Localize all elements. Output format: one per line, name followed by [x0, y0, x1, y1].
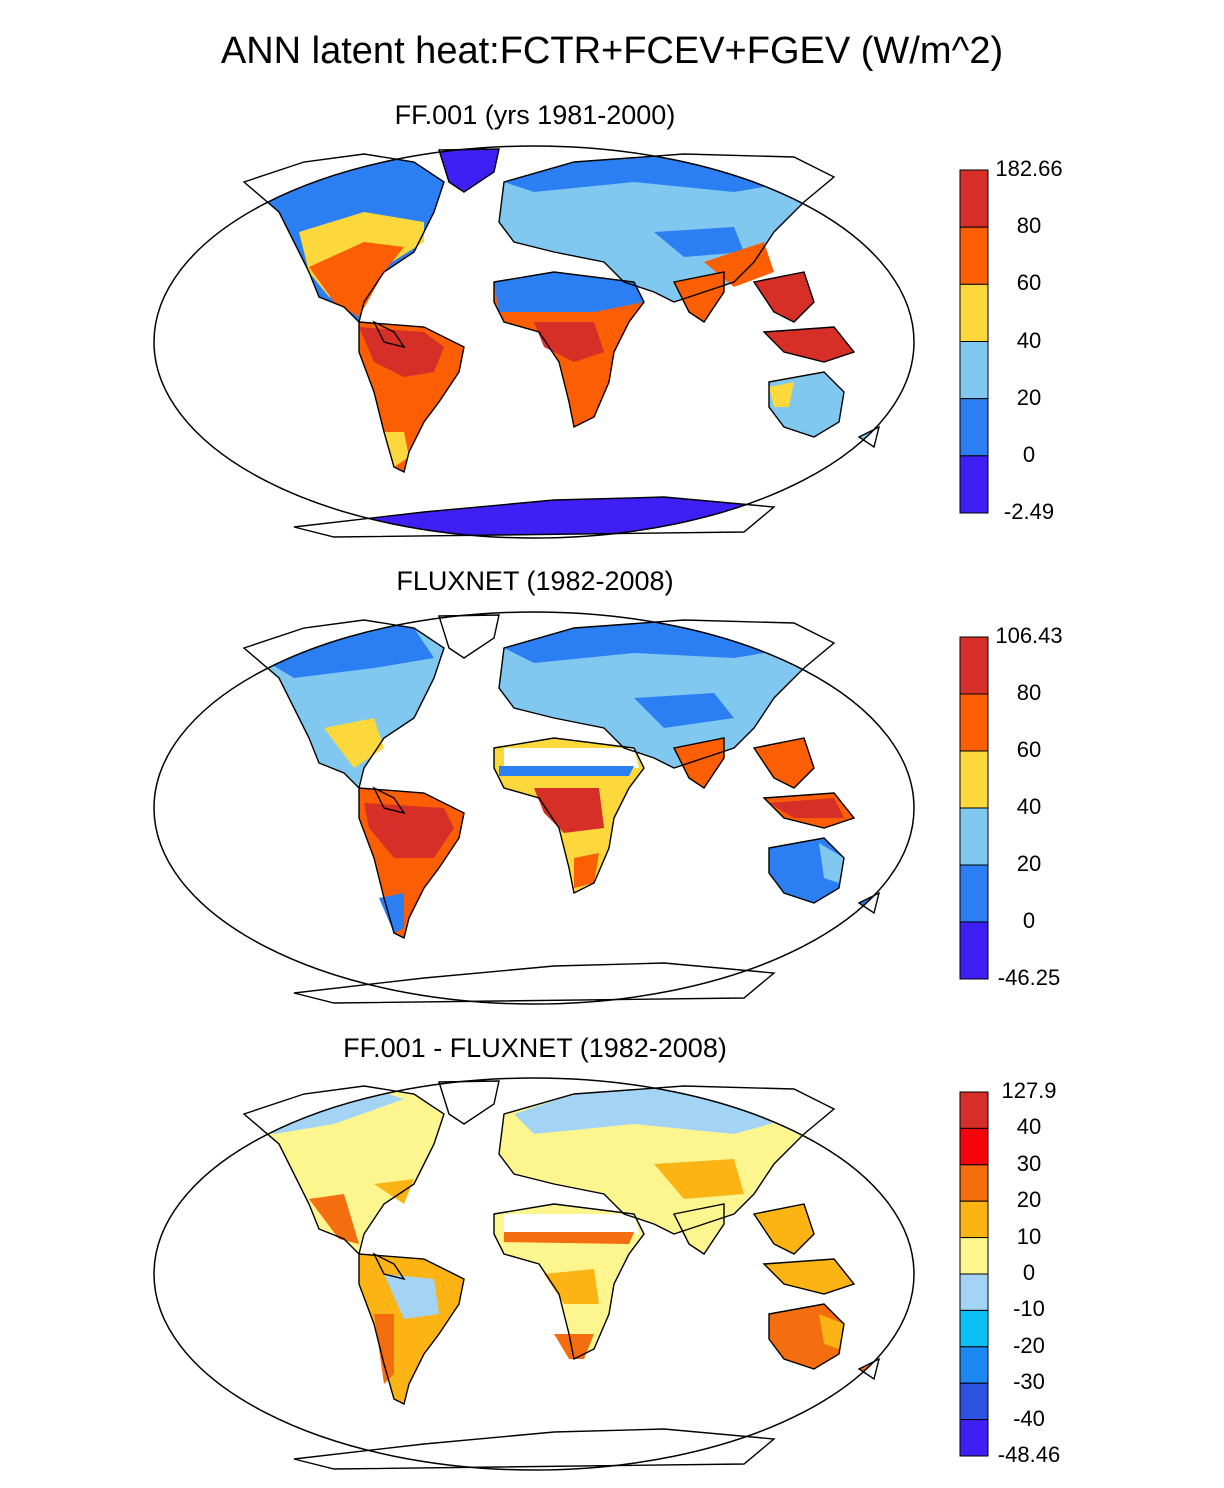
map-border-diff [153, 1077, 915, 1471]
colorbar-swatch [959, 1237, 989, 1275]
colorbar-label: 20 [1016, 1187, 1042, 1213]
panel-title-diff: FF.001 - FLUXNET (1982-2008) [343, 1033, 727, 1063]
colorbar-swatch [959, 455, 989, 514]
colorbar-swatch [959, 398, 989, 457]
colorbar-label: 127.9 [1001, 1078, 1057, 1103]
colorbar-swatch [959, 1164, 989, 1202]
colorbar-label: 0 [1022, 1260, 1036, 1285]
colorbar-swatch [959, 1346, 989, 1384]
colorbar-label: -20 [1013, 1332, 1045, 1358]
colorbar-label: 20 [1016, 384, 1042, 410]
colorbar-label: 20 [1016, 851, 1042, 876]
colorbar-label: -40 [1013, 1405, 1045, 1431]
colorbar-swatch [959, 1273, 989, 1311]
colorbar-label: 60 [1016, 270, 1042, 296]
colorbar-label: 40 [1016, 1114, 1042, 1140]
colorbar-swatch [959, 1127, 989, 1166]
colorbar-label: -46.25 [997, 965, 1061, 990]
colorbar-label: 10 [1016, 1223, 1042, 1249]
map-panel-obs [244, 615, 879, 938]
colorbar-swatch [959, 1200, 989, 1239]
colorbar-label: -30 [1013, 1369, 1045, 1395]
colorbar-swatch [959, 807, 989, 866]
map-panel-diff [244, 1081, 879, 1404]
colorbar-label: 30 [1016, 1150, 1042, 1176]
colorbar-label: 0 [1022, 441, 1036, 467]
colorbar-swatch [959, 750, 989, 809]
colorbar-swatch [959, 636, 989, 695]
panel-title-obs: FLUXNET (1982-2008) [396, 566, 674, 596]
colorbar-label: 40 [1016, 327, 1042, 353]
colorbar-label: -48.46 [997, 1442, 1061, 1467]
colorbar-swatch [959, 1382, 989, 1421]
colorbar-swatch [959, 1091, 989, 1129]
map-panel-model [244, 149, 879, 537]
panel-title-model: FF.001 (yrs 1981-2000) [394, 100, 676, 130]
colorbar-label: 40 [1016, 794, 1042, 819]
colorbar-swatch [959, 864, 989, 923]
colorbar-label: 60 [1016, 737, 1042, 762]
map-border-model [153, 145, 915, 539]
colorbar-swatch [959, 341, 989, 400]
colorbar-swatch [959, 1419, 989, 1457]
colorbar-label: 80 [1016, 680, 1042, 705]
colorbar-label: 182.66 [995, 156, 1063, 181]
colorbar-swatch [959, 921, 989, 980]
colorbar-label: 0 [1022, 908, 1036, 933]
colorbar-label: -2.49 [1003, 499, 1055, 524]
colorbar-label: 80 [1016, 213, 1042, 239]
main-title: ANN latent heat:FCTR+FCEV+FGEV (W/m^2) [220, 30, 1004, 72]
colorbar-label: 106.43 [995, 623, 1063, 648]
map-border-obs [153, 611, 915, 1005]
colorbar-label: -10 [1013, 1296, 1045, 1322]
